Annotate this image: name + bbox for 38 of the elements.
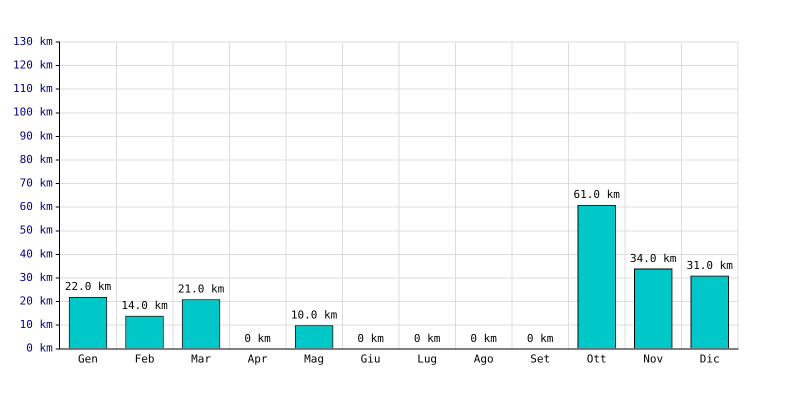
- data-label: 0 km: [526, 332, 554, 346]
- data-label: 31.0 km: [686, 259, 734, 272]
- y-tick-label: 20 km: [20, 294, 54, 308]
- data-label: 0 km: [470, 332, 498, 346]
- x-tick-label: Giu: [360, 352, 381, 366]
- y-tick-label: 90 km: [20, 129, 54, 142]
- x-tick-label: Ott: [586, 352, 607, 366]
- y-tick-label: 130 km: [12, 34, 54, 48]
- data-label: 22.0 km: [64, 280, 112, 294]
- data-label: 0 km: [357, 332, 384, 346]
- y-tick-label: 70 km: [20, 176, 54, 190]
- x-tick-label: Feb: [134, 352, 154, 366]
- y-tick-label: 120 km: [12, 58, 54, 72]
- data-label: 0 km: [414, 332, 441, 346]
- x-tick-label: Lug: [417, 352, 438, 366]
- data-label: 10.0 km: [290, 308, 338, 322]
- data-label: 14.0 km: [121, 299, 168, 312]
- y-tick-label: 30 km: [20, 270, 54, 284]
- data-label: 34.0 km: [630, 252, 677, 265]
- x-tick-label: Mag: [304, 352, 324, 366]
- y-tick-label: 60 km: [20, 200, 54, 214]
- x-tick-label: Gen: [78, 352, 98, 366]
- y-tick-label: 10 km: [20, 318, 54, 332]
- y-tick-label: 80 km: [20, 152, 54, 166]
- x-tick-label: Nov: [643, 352, 664, 366]
- y-tick-label: 50 km: [20, 224, 54, 237]
- y-tick-label: 110 km: [12, 82, 54, 96]
- y-tick-label: 40 km: [20, 247, 54, 260]
- y-tick-label: 100 km: [12, 106, 54, 119]
- data-label: 61.0 km: [574, 188, 620, 202]
- x-tick-label: Set: [530, 352, 550, 366]
- x-tick-label: Mar: [191, 352, 212, 366]
- x-tick-label: Dic: [700, 352, 720, 366]
- data-label: 21.0 km: [178, 282, 225, 296]
- data-label: 0 km: [244, 332, 272, 346]
- x-tick-label: Ago: [474, 352, 494, 366]
- x-tick-label: Apr: [248, 352, 268, 366]
- y-tick-label: 0 km: [26, 342, 54, 355]
